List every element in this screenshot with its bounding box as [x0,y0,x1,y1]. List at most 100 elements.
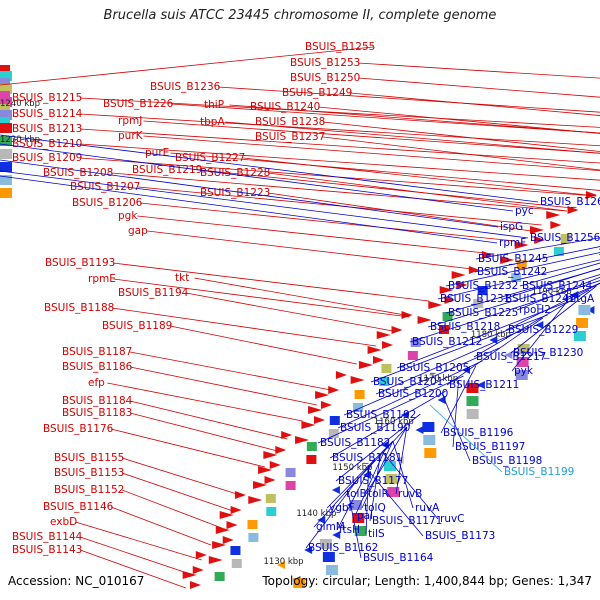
forward-gene-label: BSUIS_B1206 [72,197,143,209]
forward-gene-arrow [192,566,204,574]
reverse-gene-label: BSUIS_B1199 [504,466,574,478]
forward-gene-leader-line [111,428,265,468]
forward-gene-arrow [373,356,385,364]
forward-gene-arrow [514,241,529,249]
reverse-gene-label: BSUIS_B1230 [513,347,583,359]
feature-block [576,318,589,328]
forward-gene-leader-line [79,549,186,589]
reverse-gene-leader-line [317,375,464,444]
reverse-gene-label: BSUIS_B1231 [440,293,510,305]
reverse-gene-arrow [304,546,313,554]
feature-block [442,312,453,321]
reverse-gene-label: ispG [500,221,523,233]
feature-block [349,500,362,510]
forward-gene-leader-line [107,382,303,422]
reverse-gene-leader-line [369,453,381,522]
feature-block [329,416,340,425]
reverse-gene-leader-line [516,276,600,311]
forward-gene-label: exbD [50,516,77,528]
feature-block [285,481,296,490]
reverse-gene-arrow [415,426,424,434]
forward-gene-label: BSUIS_B1155 [54,452,124,464]
reverse-gene-label: mtgA [566,293,595,305]
reverse-gene-leader-line [427,274,600,328]
forward-gene-leader-line [194,277,411,317]
feature-block [423,435,436,445]
forward-gene-leader-line [130,412,278,452]
feature-block [424,448,437,458]
genome-summary-text: Topology: circular; Length: 1,400,844 bp… [262,574,592,588]
forward-gene-leader-line [130,400,288,440]
reverse-gene-label: BSUIS_B1256 [530,232,600,244]
feature-block [578,305,591,315]
forward-gene-label: BSUIS_B1209 [12,152,82,164]
reverse-gene-label: BSUIS_B1200 [378,388,448,400]
feature-block [0,91,10,100]
forward-gene-label: purE [145,147,169,159]
feature-block [352,513,365,523]
forward-gene-arrow [444,296,456,304]
forward-gene-label: BSUIS_B1228 [200,167,270,179]
forward-gene-label: BSUIS_B1193 [45,257,115,269]
kbp-tick-label: 1140 kbp [296,509,336,519]
feature-block [248,533,259,542]
forward-gene-arrow [226,521,238,529]
forward-gene-label: BSUIS_B1213 [12,123,82,135]
forward-gene-arrow [534,236,546,244]
forward-gene-arrow [335,371,347,379]
feature-block [306,455,317,464]
forward-gene-arrow [314,416,326,424]
feature-block [0,65,10,74]
feature-block [231,559,242,568]
kbp-tick-label: 1240 kbp [0,99,40,109]
forward-gene-label: BSUIS_B1188 [44,302,114,314]
reverse-gene-label: BSUIS_B1262 [540,196,600,208]
reverse-gene-leader-line [365,426,408,495]
kbp-tick-label: 1180 kbp [471,330,511,340]
forward-gene-leader-line [143,135,600,172]
reverse-gene-label: rpmF [499,237,526,249]
feature-block [477,286,488,295]
feature-block [285,468,296,477]
reverse-gene-label: pal [357,510,373,522]
reverse-gene-leader-line [392,440,414,509]
reverse-gene-label: BSUIS_B1173 [425,530,495,542]
forward-gene-label: rpmJ [118,115,142,127]
feature-block [354,526,367,536]
forward-gene-arrow [208,556,223,564]
forward-gene-arrow [253,481,268,489]
forward-gene-leader-line [80,113,600,147]
forward-gene-label: BSUIS_B1208 [43,167,113,179]
forward-gene-label: pgk [118,210,138,222]
reverse-gene-arrow [331,486,340,494]
reverse-gene-leader-line [365,466,370,535]
kbp-tick-label: 1190 kbp [532,287,572,297]
feature-block [353,403,364,412]
map-title: Brucella suis ATCC 23445 chromosome II, … [103,8,497,23]
forward-gene-arrow [367,346,382,354]
forward-gene-leader-line [170,152,600,191]
feature-block [0,110,12,120]
feature-block [466,383,479,393]
feature-block [466,409,479,419]
forward-gene-label: BSUIS_B1184 [62,395,133,407]
forward-gene-label: BSUIS_B1183 [62,407,132,419]
forward-gene-leader-line [80,97,600,128]
reverse-gene-label: BSUIS_B1211 [449,379,519,391]
feature-block [265,494,276,503]
feature-block [379,377,390,386]
forward-gene-leader-line [80,143,600,181]
feature-block [328,429,339,438]
reverse-gene-label: BSUIS_B1197 [455,441,525,453]
reverse-gene-label: ruvA [415,502,440,514]
forward-gene-leader-line [79,536,194,576]
forward-gene-arrow [428,301,443,309]
forward-gene-arrow [468,266,480,274]
reverse-gene-leader-line [511,303,566,372]
forward-gene-leader-line [80,128,600,164]
forward-gene-arrow [451,271,466,279]
forward-gene-arrow [295,436,310,444]
reverse-gene-leader-line [395,426,408,495]
feature-block [410,338,421,347]
feature-block [214,572,225,581]
